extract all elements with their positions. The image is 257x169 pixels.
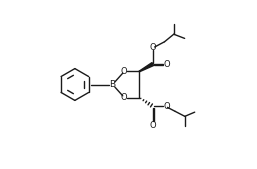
Text: O: O bbox=[121, 67, 128, 76]
Text: B: B bbox=[109, 80, 116, 89]
Text: O: O bbox=[150, 43, 156, 52]
Text: O: O bbox=[164, 59, 170, 69]
Text: O: O bbox=[164, 102, 170, 111]
Text: O: O bbox=[121, 93, 128, 102]
Polygon shape bbox=[139, 63, 154, 72]
Text: O: O bbox=[150, 120, 156, 130]
